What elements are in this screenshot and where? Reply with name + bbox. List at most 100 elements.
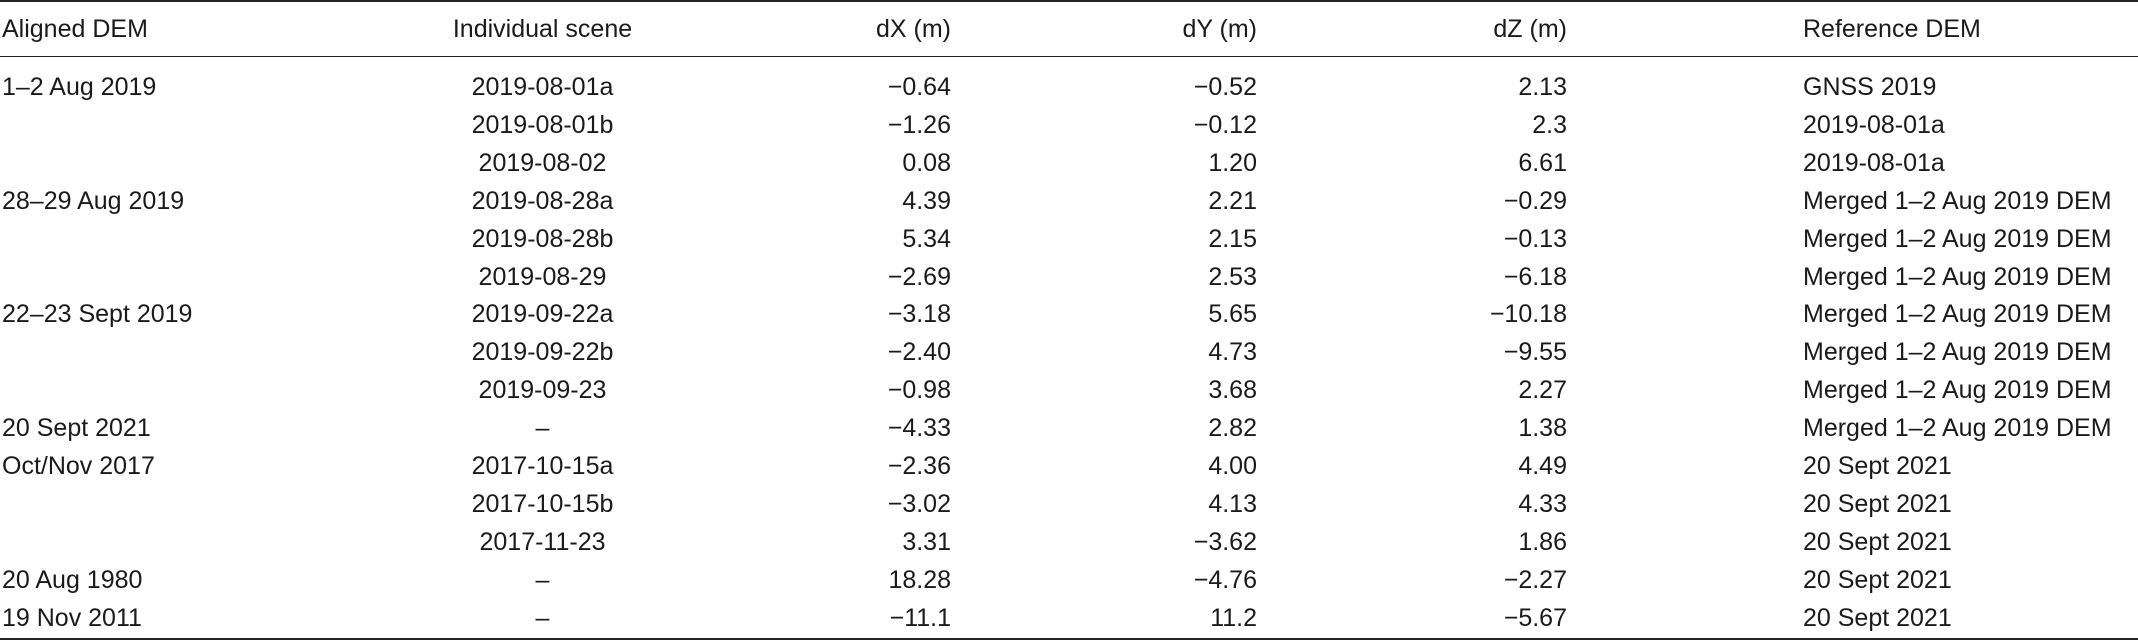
cell-dy: 5.65 (1208, 300, 1257, 329)
cell-dz: 1.38 (1518, 414, 1567, 443)
cell-dz: 1.86 (1518, 527, 1567, 556)
cell-reference-dem: Merged 1–2 Aug 2019 DEM (1803, 224, 2112, 253)
cell-reference-dem: 20 Sept 2021 (1803, 565, 1952, 594)
cell-dx: −1.26 (887, 110, 951, 139)
cell-dx: −0.98 (887, 376, 951, 405)
table-header: Aligned DEM Individual scene dX (m) dY (… (0, 1, 2138, 57)
cell-dz: −0.13 (1503, 224, 1567, 253)
cell-spacer (1577, 448, 1803, 486)
cell-reference-dem: 20 Sept 2021 (1803, 452, 1952, 481)
cell-aligned-dem: 20 Sept 2021 (2, 414, 151, 443)
cell-dy: 2.15 (1208, 224, 1257, 253)
cell-dx: −2.36 (887, 452, 951, 481)
table-body: 1–2 Aug 2019 2019-08-01a −0.64 −0.52 2.13 GNS… (0, 57, 2138, 639)
header-dz: dZ (m) (1493, 14, 1567, 43)
table-row: 28–29 Aug 2019 2019-08-28a 4.39 2.21 −0.29 Me… (0, 183, 2138, 221)
cell-aligned-dem (0, 524, 420, 562)
cell-reference-dem: 20 Sept 2021 (1803, 527, 1952, 556)
cell-individual-scene: 2019-09-22a (471, 300, 614, 329)
cell-reference-dem: Merged 1–2 Aug 2019 DEM (1803, 262, 2112, 291)
cell-aligned-dem: Oct/Nov 2017 (2, 452, 155, 481)
cell-spacer (1577, 600, 1803, 639)
cell-dz: 2.27 (1518, 376, 1567, 405)
cell-individual-scene: 2017-10-15b (471, 489, 614, 518)
cell-aligned-dem: 28–29 Aug 2019 (2, 186, 185, 215)
table-row: 20 Sept 2021 – −4.33 2.82 1.38 Merged 1–2 Aug… (0, 410, 2138, 448)
cell-aligned-dem: 22–23 Sept 2019 (2, 300, 193, 329)
cell-individual-scene: 2019-08-02 (478, 148, 607, 177)
table-row: 2017-10-15b −3.02 4.13 4.33 20 Sept 2021 (0, 486, 2138, 524)
cell-reference-dem: Merged 1–2 Aug 2019 DEM (1803, 414, 2112, 443)
cell-individual-scene: 2019-08-01b (471, 110, 614, 139)
cell-dz: 4.33 (1518, 489, 1567, 518)
cell-dy: 4.00 (1208, 452, 1257, 481)
cell-dx: −3.02 (887, 489, 951, 518)
cell-individual-scene: – (535, 603, 550, 632)
cell-dx: −3.18 (887, 300, 951, 329)
cell-spacer (1577, 486, 1803, 524)
cell-dy: 4.13 (1208, 489, 1257, 518)
cell-aligned-dem (0, 145, 420, 183)
table-row: 2019-08-29 −2.69 2.53 −6.18 Merged 1–2 Aug 2… (0, 259, 2138, 297)
cell-dz: 4.49 (1518, 452, 1567, 481)
table-row: 19 Nov 2011 – −11.1 11.2 −5.67 20 Sept 2021 (0, 600, 2138, 639)
cell-spacer (1577, 183, 1803, 221)
cell-dx: 4.39 (902, 186, 951, 215)
table-row: 2019-08-01b −1.26 −0.12 2.3 2019-08-01a (0, 107, 2138, 145)
cell-aligned-dem (0, 107, 420, 145)
cell-dy: −0.52 (1193, 73, 1257, 101)
table-row: 2019-08-02 0.08 1.20 6.61 2019-08-01a (0, 145, 2138, 183)
cell-dx: −2.69 (887, 262, 951, 291)
cell-reference-dem: 2019-08-01a (1803, 148, 1945, 177)
cell-reference-dem: Merged 1–2 Aug 2019 DEM (1803, 376, 2112, 405)
cell-reference-dem: 2019-08-01a (1803, 110, 1945, 139)
cell-dx: −0.64 (887, 73, 951, 101)
cell-dz: −10.18 (1489, 300, 1567, 329)
table-row: Oct/Nov 2017 2017-10-15a −2.36 4.00 4.49 20 S… (0, 448, 2138, 486)
header-row: Aligned DEM Individual scene dX (m) dY (… (0, 1, 2138, 57)
cell-individual-scene: 2019-09-22b (471, 338, 614, 367)
cell-dy: 2.21 (1208, 186, 1257, 215)
cell-individual-scene: 2017-10-15a (471, 452, 614, 481)
cell-aligned-dem (0, 221, 420, 259)
header-dy: dY (m) (1182, 14, 1257, 43)
cell-dy: −4.76 (1193, 565, 1257, 594)
cell-reference-dem: 20 Sept 2021 (1803, 489, 1952, 518)
header-spacer (1577, 1, 1803, 57)
cell-aligned-dem (0, 334, 420, 372)
cell-reference-dem: Merged 1–2 Aug 2019 DEM (1803, 186, 2112, 215)
cell-aligned-dem (0, 259, 420, 297)
cell-aligned-dem (0, 372, 420, 410)
table-row: 1–2 Aug 2019 2019-08-01a −0.64 −0.52 2.13 GNS… (0, 57, 2138, 107)
cell-spacer (1577, 410, 1803, 448)
cell-dz: 6.61 (1518, 148, 1567, 177)
cell-spacer (1577, 57, 1803, 107)
cell-spacer (1577, 259, 1803, 297)
cell-dy: 2.82 (1208, 414, 1257, 443)
cell-reference-dem: Merged 1–2 Aug 2019 DEM (1803, 338, 2112, 367)
cell-spacer (1577, 221, 1803, 259)
header-individual-scene: Individual scene (452, 14, 633, 43)
cell-reference-dem: GNSS 2019 (1803, 73, 1937, 101)
table-row: 2019-09-22b −2.40 4.73 −9.55 Merged 1–2 Aug … (0, 334, 2138, 372)
header-reference-dem: Reference DEM (1803, 14, 1981, 43)
cell-aligned-dem: 20 Aug 1980 (2, 565, 143, 594)
table-row: 20 Aug 1980 – 18.28 −4.76 −2.27 20 Sept 2021 (0, 562, 2138, 600)
cell-individual-scene: 2017-11-23 (479, 527, 606, 556)
cell-dx: 18.28 (888, 565, 951, 594)
cell-dx: −4.33 (887, 414, 951, 443)
table-row: 2019-08-28b 5.34 2.15 −0.13 Merged 1–2 Aug 2… (0, 221, 2138, 259)
cell-reference-dem: Merged 1–2 Aug 2019 DEM (1803, 300, 2112, 329)
cell-spacer (1577, 107, 1803, 145)
table-row: 22–23 Sept 2019 2019-09-22a −3.18 5.65 −10.1… (0, 296, 2138, 334)
cell-spacer (1577, 296, 1803, 334)
cell-individual-scene: 2019-08-28b (471, 224, 614, 253)
cell-dy: 2.53 (1208, 262, 1257, 291)
cell-dz: −0.29 (1503, 186, 1567, 215)
cell-dx: 3.31 (902, 527, 951, 556)
cell-individual-scene: 2019-08-29 (478, 262, 607, 291)
cell-spacer (1577, 562, 1803, 600)
cell-individual-scene: 2019-08-01a (471, 73, 614, 101)
